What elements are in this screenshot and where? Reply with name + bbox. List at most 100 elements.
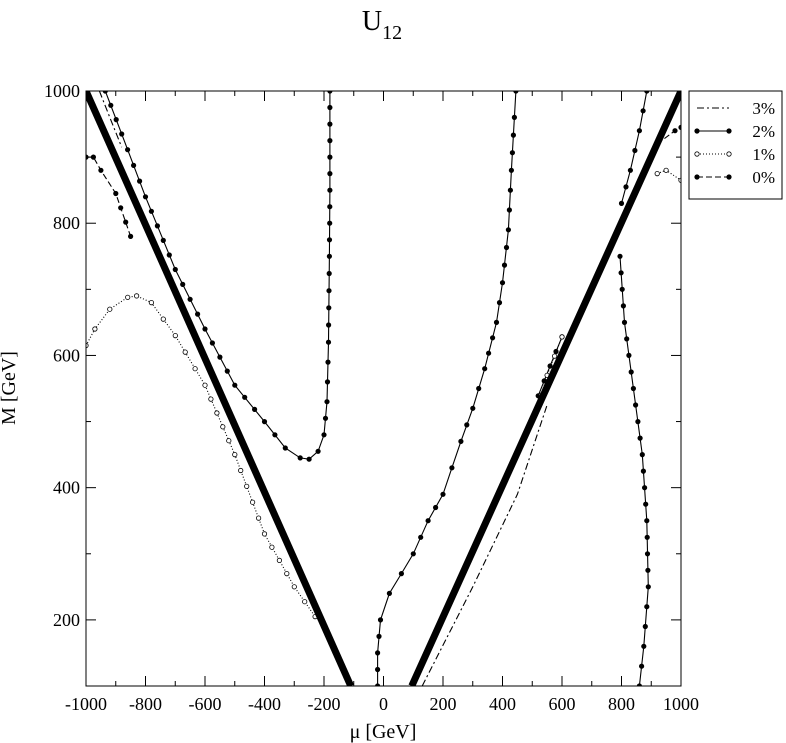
series-point <box>458 438 464 444</box>
series-point <box>637 435 643 441</box>
series-point <box>172 332 178 339</box>
series-point <box>618 270 624 276</box>
series-point <box>632 402 639 408</box>
series-point <box>325 322 332 328</box>
y-tick-label: 800 <box>53 213 80 233</box>
series-point <box>326 253 332 259</box>
series-point <box>507 187 513 193</box>
series-dotted-open-markers <box>86 167 681 620</box>
series-point <box>410 551 416 557</box>
series-point <box>464 422 470 428</box>
x-tick-label: -1000 <box>65 694 107 714</box>
series-point <box>315 448 321 454</box>
series-point <box>238 467 244 474</box>
series-point <box>511 114 518 121</box>
series-point <box>172 266 178 273</box>
series-point <box>377 617 384 623</box>
series-point <box>202 382 208 388</box>
series-point <box>672 128 678 134</box>
series-point <box>325 339 332 345</box>
series-point <box>208 396 214 402</box>
series-point <box>618 200 625 206</box>
series-point <box>644 518 650 524</box>
series-point <box>386 590 392 597</box>
thick-boundary-line-1 <box>408 91 681 686</box>
series-point <box>302 599 308 605</box>
series-point <box>217 354 223 360</box>
series-point <box>496 299 503 306</box>
legend-label: 2% <box>752 122 775 141</box>
chart-title-main: U <box>362 6 382 37</box>
legend-marker <box>726 128 732 134</box>
series-point <box>327 138 333 144</box>
legend-marker <box>694 128 700 134</box>
series-point <box>192 366 198 372</box>
series-point <box>398 570 404 577</box>
series-point <box>644 534 650 540</box>
series-point <box>643 501 649 507</box>
series-point <box>327 104 333 111</box>
series-point <box>160 237 166 243</box>
x-axis-label: μ [GeV] <box>350 721 417 743</box>
series-point <box>306 456 312 462</box>
series-point <box>113 117 119 123</box>
x-tick-label: -200 <box>308 694 341 714</box>
y-tick-label: 400 <box>53 478 80 498</box>
series-line-solid-filled-markers-0 <box>104 91 331 460</box>
series-dashed-filled-markers <box>86 124 681 239</box>
x-tick-label: 600 <box>549 694 576 714</box>
series-point <box>640 468 647 474</box>
series-point <box>470 405 476 411</box>
series-point <box>269 544 275 550</box>
series-point <box>148 299 154 306</box>
series-solid-filled-markers <box>102 91 651 686</box>
series-point <box>232 451 238 458</box>
series-point <box>214 410 220 416</box>
series-point <box>499 280 506 286</box>
series-point <box>636 128 643 134</box>
x-tick-label: -800 <box>129 694 162 714</box>
series-point <box>92 326 98 332</box>
series-point <box>137 178 143 184</box>
series-point <box>128 233 134 239</box>
series-point <box>142 194 149 200</box>
series-point <box>327 187 333 193</box>
series-point <box>630 385 637 392</box>
x-tick-label: 400 <box>489 694 516 714</box>
series-point <box>620 303 627 309</box>
series-point <box>250 499 256 505</box>
series-point <box>322 415 329 421</box>
series-line-dotted-open-markers-2 <box>657 169 681 181</box>
series-point <box>644 604 650 610</box>
series-point <box>418 534 424 540</box>
series-point <box>113 190 119 197</box>
series-point <box>639 451 645 458</box>
series-point <box>326 305 332 311</box>
series-point <box>624 336 630 342</box>
series-point <box>108 102 114 108</box>
series-point <box>623 184 629 190</box>
y-tick-label: 200 <box>53 610 80 630</box>
series-point <box>252 406 258 412</box>
legend-entry: 3% <box>697 99 775 118</box>
series-point <box>118 205 124 211</box>
legend-label: 1% <box>752 145 775 164</box>
series-point <box>244 483 250 489</box>
series-point <box>493 319 500 325</box>
series-line-dash-dot-0 <box>98 91 123 148</box>
series-point <box>501 262 508 268</box>
series-point <box>326 288 332 294</box>
series-point <box>627 167 634 173</box>
series-point <box>551 353 558 359</box>
series-point <box>325 359 331 365</box>
series-point <box>297 455 303 461</box>
series-point <box>148 208 154 214</box>
x-tick-label: -400 <box>248 694 281 714</box>
series-point <box>642 623 648 630</box>
series-point <box>635 418 641 425</box>
legend-box <box>688 90 783 200</box>
series-point <box>425 518 431 524</box>
series-point <box>654 171 660 177</box>
series-point <box>123 219 129 225</box>
x-tick-label: 0 <box>379 694 388 714</box>
